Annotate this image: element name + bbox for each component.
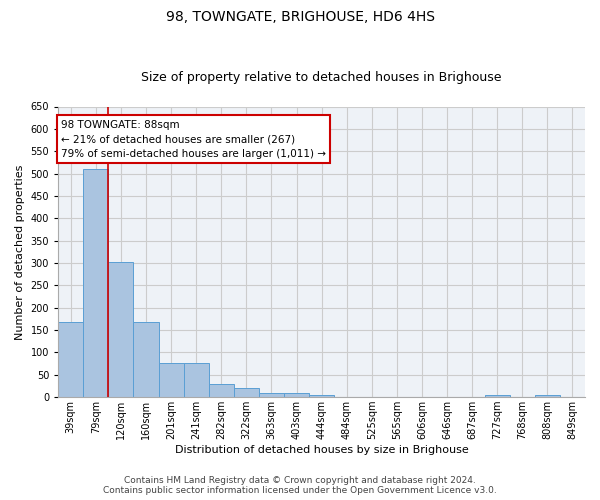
Text: 98, TOWNGATE, BRIGHOUSE, HD6 4HS: 98, TOWNGATE, BRIGHOUSE, HD6 4HS: [166, 10, 434, 24]
Bar: [184, 362, 209, 397]
Bar: [133, 322, 158, 397]
Title: Size of property relative to detached houses in Brighouse: Size of property relative to detached ho…: [142, 72, 502, 85]
Bar: [209, 384, 234, 397]
Bar: [83, 169, 109, 397]
Y-axis label: Number of detached properties: Number of detached properties: [15, 164, 25, 340]
Bar: [485, 395, 510, 397]
Bar: [535, 395, 560, 397]
Bar: [284, 393, 309, 397]
Bar: [58, 322, 83, 397]
Bar: [234, 388, 259, 397]
Text: 98 TOWNGATE: 88sqm
← 21% of detached houses are smaller (267)
79% of semi-detach: 98 TOWNGATE: 88sqm ← 21% of detached hou…: [61, 120, 326, 159]
Bar: [259, 393, 284, 397]
Bar: [309, 395, 334, 397]
Text: Contains HM Land Registry data © Crown copyright and database right 2024.
Contai: Contains HM Land Registry data © Crown c…: [103, 476, 497, 495]
X-axis label: Distribution of detached houses by size in Brighouse: Distribution of detached houses by size …: [175, 445, 469, 455]
Bar: [109, 262, 133, 397]
Bar: [158, 362, 184, 397]
